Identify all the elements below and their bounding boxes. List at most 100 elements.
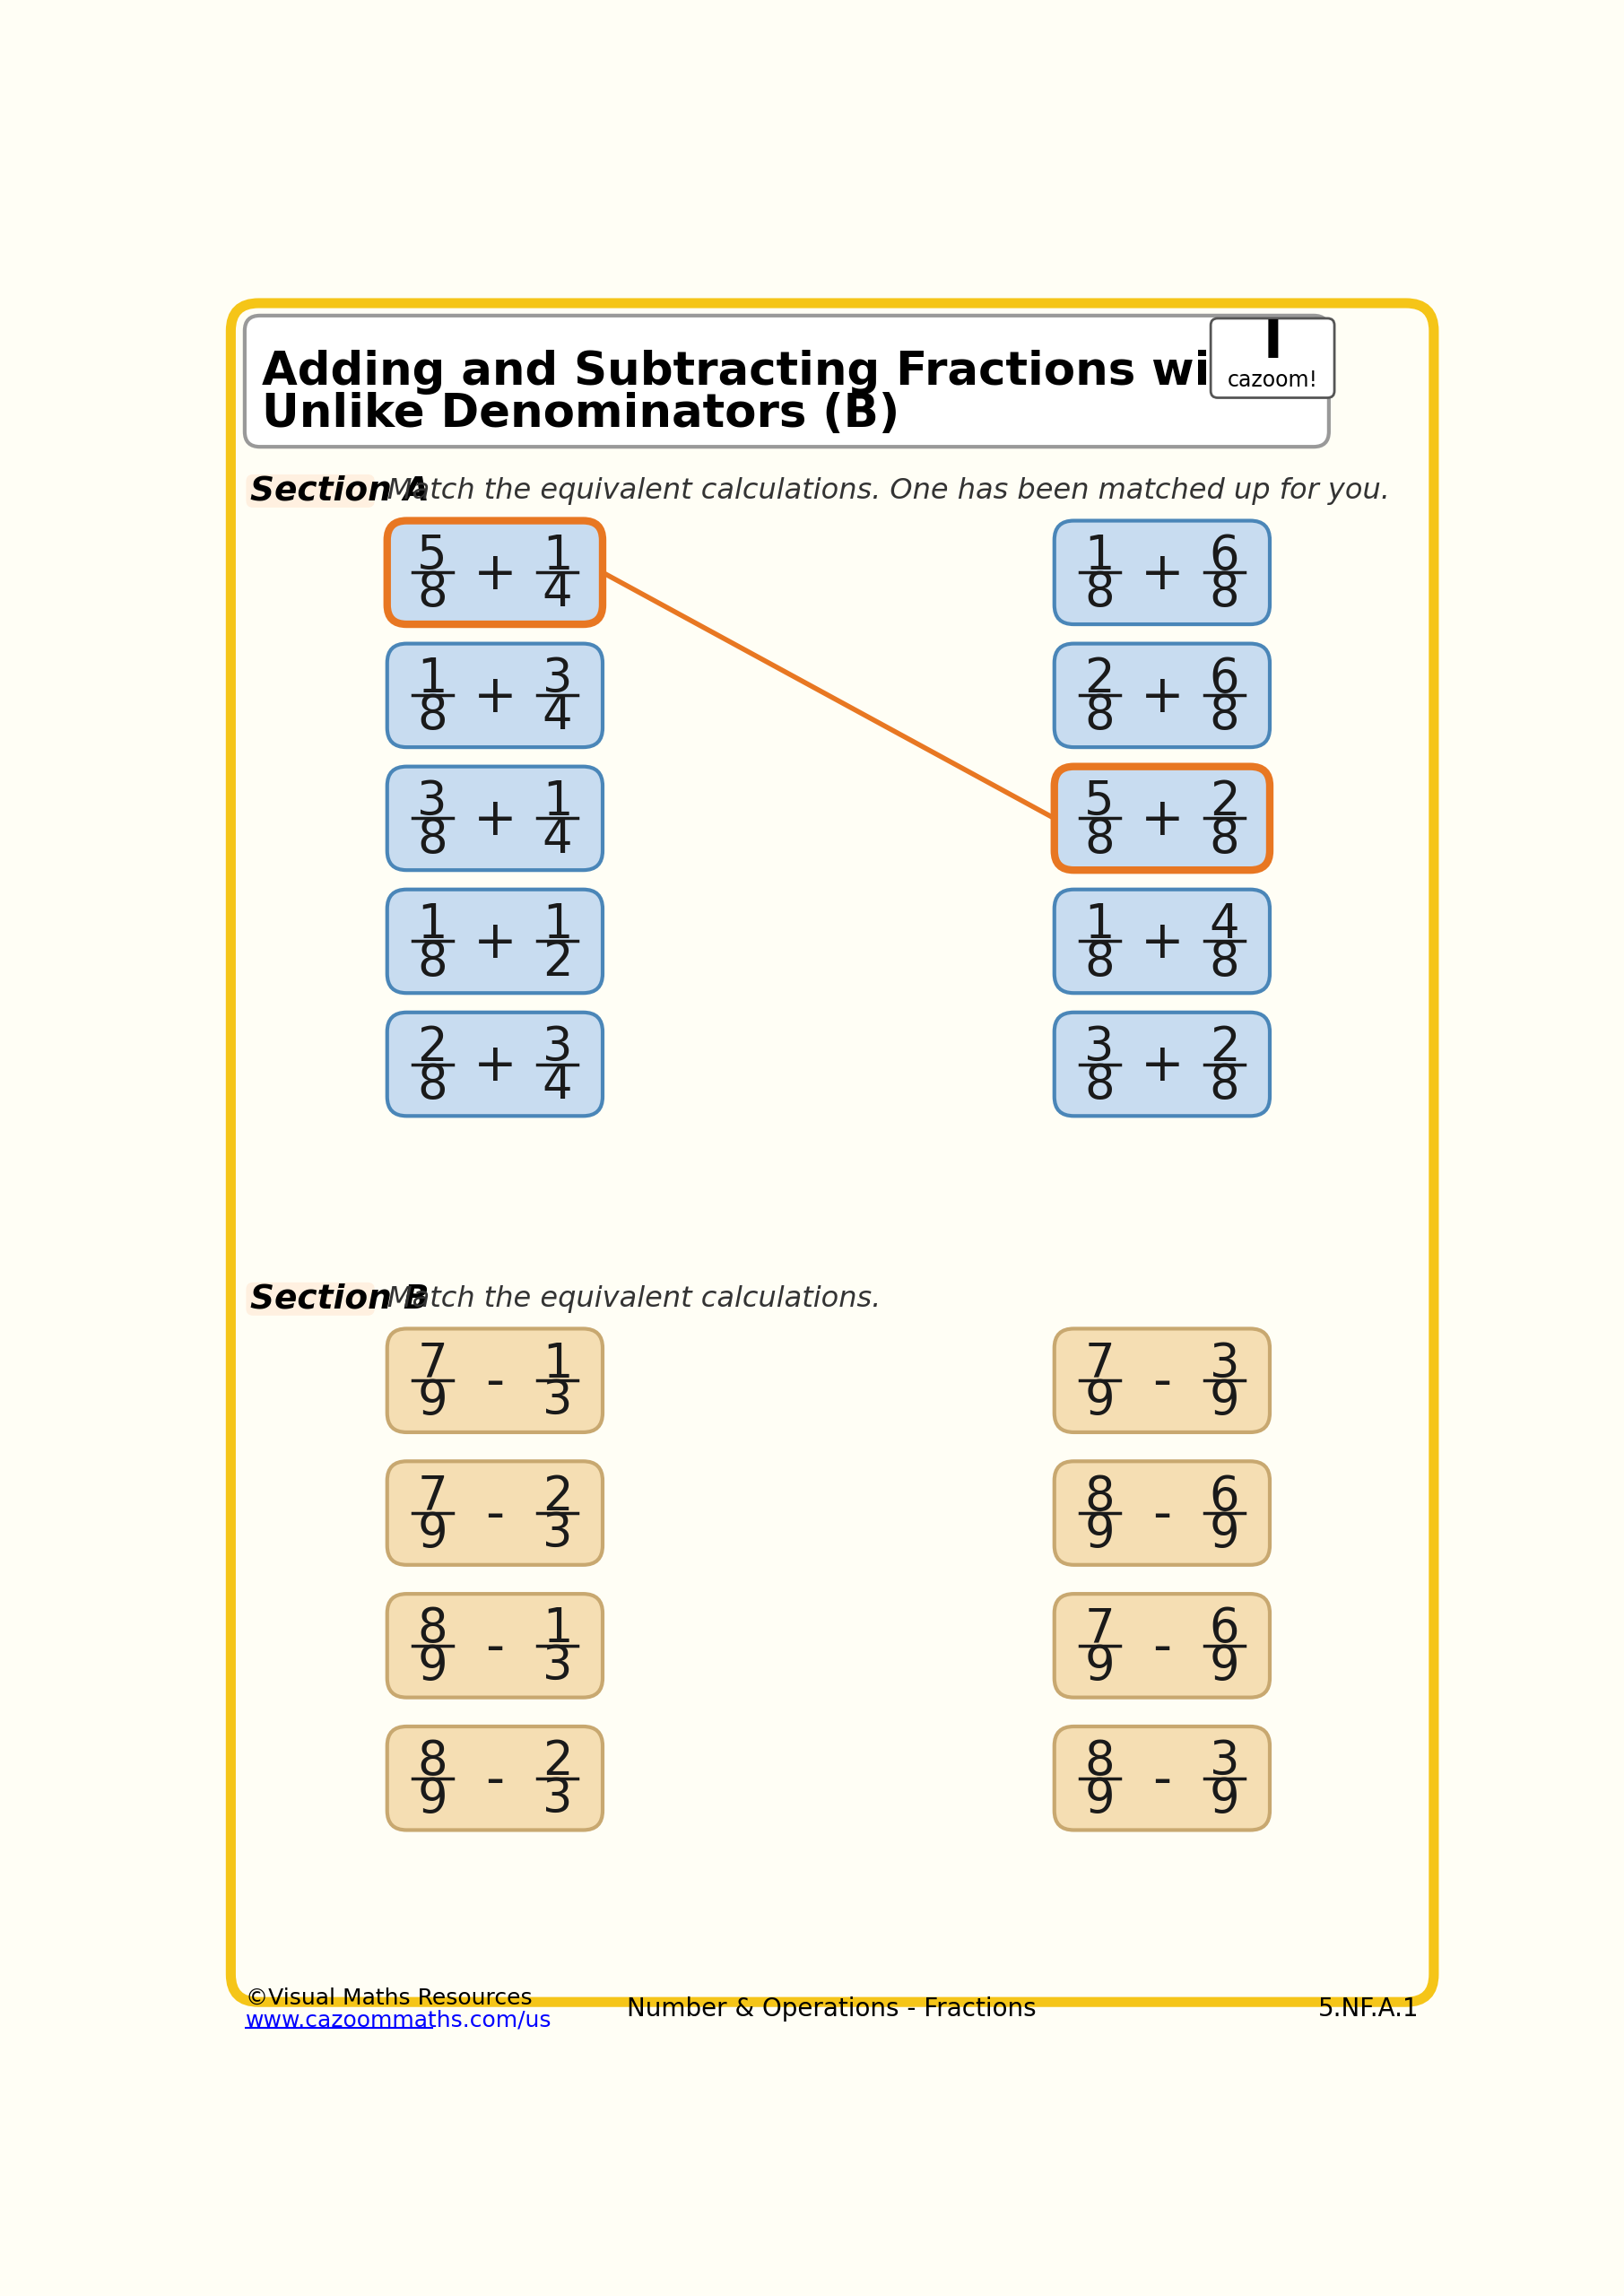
Text: 3: 3 [542,654,572,703]
Text: 3: 3 [542,1024,572,1070]
Text: 8: 8 [417,693,448,739]
Text: 4: 4 [542,693,573,739]
FancyBboxPatch shape [387,1727,603,1830]
Text: 1: 1 [1085,902,1114,948]
Text: 1: 1 [1085,533,1114,579]
Text: 1: 1 [542,902,572,948]
Text: Section A: Section A [250,475,429,507]
Text: 7: 7 [1085,1605,1114,1653]
Text: 3: 3 [1210,1738,1239,1784]
Text: 8: 8 [1085,1061,1114,1109]
Text: -: - [1153,1357,1171,1407]
Text: 8: 8 [1210,1061,1239,1109]
Text: Match the equivalent calculations.: Match the equivalent calculations. [387,1286,880,1313]
FancyBboxPatch shape [387,643,603,746]
Text: 8: 8 [417,939,448,985]
Text: 1: 1 [542,778,572,824]
Text: 6: 6 [1210,1605,1239,1653]
Text: 2: 2 [542,1738,572,1784]
Text: 3: 3 [1210,1341,1239,1387]
Text: 9: 9 [417,1644,448,1690]
Text: 4: 4 [542,1061,573,1109]
Text: 8: 8 [1085,693,1114,739]
FancyBboxPatch shape [1054,1727,1270,1830]
Text: 3: 3 [542,1511,572,1557]
Text: 8: 8 [417,1738,448,1784]
FancyBboxPatch shape [247,1283,375,1316]
Text: 9: 9 [1085,1644,1114,1690]
Text: Unlike Denominators (B): Unlike Denominators (B) [261,393,900,436]
FancyBboxPatch shape [387,1593,603,1697]
Text: 8: 8 [1210,569,1239,618]
Text: 9: 9 [417,1775,448,1823]
Text: +: + [473,673,516,723]
Text: I: I [1263,317,1283,370]
Text: 1: 1 [542,1605,572,1653]
FancyBboxPatch shape [1054,521,1270,625]
Text: 3: 3 [1085,1024,1114,1070]
Text: 8: 8 [417,1605,448,1653]
Text: www.cazoommaths.com/us: www.cazoommaths.com/us [247,2009,552,2030]
Text: 9: 9 [1085,1378,1114,1424]
Text: 4: 4 [1210,902,1239,948]
Text: 8: 8 [417,569,448,618]
Text: 8: 8 [1210,815,1239,863]
FancyBboxPatch shape [245,315,1328,448]
FancyBboxPatch shape [1054,889,1270,994]
Text: 2: 2 [542,939,572,985]
Text: 3: 3 [417,778,447,824]
Text: -: - [1153,1754,1171,1807]
Text: +: + [1140,549,1184,599]
Text: 5: 5 [1085,778,1114,824]
Text: 8: 8 [1210,939,1239,985]
Text: 3: 3 [542,1378,572,1424]
Text: 6: 6 [1210,533,1239,579]
Text: cazoom!: cazoom! [1228,370,1319,390]
Text: 1: 1 [542,1341,572,1387]
Text: 2: 2 [1210,778,1239,824]
Text: 4: 4 [542,569,573,618]
Text: 8: 8 [1210,693,1239,739]
FancyBboxPatch shape [1054,1329,1270,1433]
FancyBboxPatch shape [1212,319,1335,397]
Text: Number & Operations - Fractions: Number & Operations - Fractions [627,1995,1036,2020]
Text: 2: 2 [417,1024,447,1070]
Text: 1: 1 [417,654,447,703]
Text: Section B: Section B [250,1283,429,1316]
Text: +: + [1140,918,1184,969]
Text: 9: 9 [1210,1644,1239,1690]
Text: 5.NF.A.1: 5.NF.A.1 [1319,1995,1419,2020]
Text: 2: 2 [1085,654,1114,703]
Text: 7: 7 [417,1474,448,1520]
Text: -: - [486,1754,505,1807]
Text: 7: 7 [417,1341,448,1387]
Text: 2: 2 [1210,1024,1239,1070]
Text: 6: 6 [1210,654,1239,703]
Text: 5: 5 [417,533,448,579]
Text: 8: 8 [1085,569,1114,618]
Text: 9: 9 [417,1511,448,1557]
FancyBboxPatch shape [387,1329,603,1433]
Text: 1: 1 [542,533,572,579]
FancyBboxPatch shape [247,475,375,507]
Text: 8: 8 [1085,1738,1114,1784]
FancyBboxPatch shape [231,303,1434,2002]
Text: ©Visual Maths Resources: ©Visual Maths Resources [247,1986,533,2009]
Text: +: + [1140,673,1184,723]
Text: +: + [1140,1040,1184,1093]
Text: +: + [473,794,516,845]
Text: 8: 8 [417,1061,448,1109]
FancyBboxPatch shape [387,1013,603,1116]
Text: 6: 6 [1210,1474,1239,1520]
FancyBboxPatch shape [1054,643,1270,746]
Text: 9: 9 [1210,1775,1239,1823]
Text: +: + [473,1040,516,1093]
FancyBboxPatch shape [1054,1593,1270,1697]
Text: +: + [1140,794,1184,845]
Text: 2: 2 [542,1474,572,1520]
Text: -: - [486,1623,505,1674]
Text: 9: 9 [1210,1511,1239,1557]
Text: +: + [473,918,516,969]
FancyBboxPatch shape [1054,1460,1270,1566]
Text: 9: 9 [1085,1511,1114,1557]
